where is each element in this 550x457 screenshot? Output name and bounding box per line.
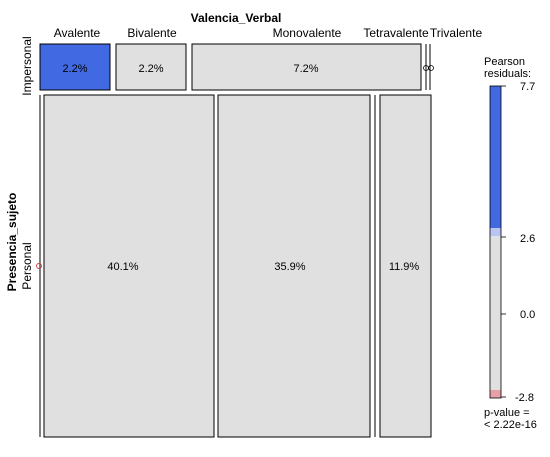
col-label-monovalente: Monovalente <box>273 26 342 40</box>
col-label-avalente: Avalente <box>54 26 101 40</box>
chart-title: Valencia_Verbal <box>191 11 282 25</box>
tile-impersonal-monovalente <box>191 43 422 91</box>
legend-tick-label-neg-2-8: -2.8 <box>515 392 534 404</box>
legend-tick-label-2-6: 2.6 <box>520 233 535 245</box>
tile-label-personal-tetravalente: 11.9% <box>389 261 420 273</box>
zero-marker-impersonal-trivalente <box>428 65 434 71</box>
tile-label-impersonal-avalente: 2.2% <box>62 63 87 75</box>
col-label-bivalente: Bivalente <box>127 26 177 40</box>
tile-impersonal-avalente <box>39 43 111 91</box>
tile-impersonal-bivalente <box>115 43 187 91</box>
tile-label-personal-avalente: 40.1% <box>107 261 138 273</box>
legend-title-line2: residuals: <box>484 68 531 80</box>
tile-personal-avalente <box>43 94 215 438</box>
legend-swatch-neutral <box>490 236 501 390</box>
zero-marker-personal-leading <box>36 263 42 269</box>
y-variable-label: Presencia_sujeto <box>5 193 19 292</box>
tile-personal-bivalente <box>217 94 371 438</box>
legend-swatch-high <box>490 86 501 228</box>
row-label-personal: Personal <box>20 242 34 289</box>
col-label-tetravalente: Tetravalente <box>363 26 429 40</box>
pvalue-line1: p-value = <box>484 407 530 419</box>
legend-title-line1: Pearson <box>484 56 525 68</box>
row-label-impersonal: Impersonal <box>20 36 34 95</box>
tile-label-impersonal-bivalente: 2.2% <box>138 63 163 75</box>
legend-tick-label-0-0: 0.0 <box>520 309 535 321</box>
tile-label-personal-bivalente: 35.9% <box>274 261 305 273</box>
legend-swatch-low <box>490 390 501 398</box>
tile-label-impersonal-monovalente: 7.2% <box>293 63 318 75</box>
pvalue-line2: < 2.22e-16 <box>484 419 537 431</box>
tile-personal-tetravalente <box>379 94 432 438</box>
col-label-trivalente: Trivalente <box>430 26 483 40</box>
legend-swatch-mid-high <box>490 228 501 236</box>
legend-bar-outline <box>489 85 502 399</box>
legend-tick-label-7-7: 7.7 <box>520 81 535 93</box>
